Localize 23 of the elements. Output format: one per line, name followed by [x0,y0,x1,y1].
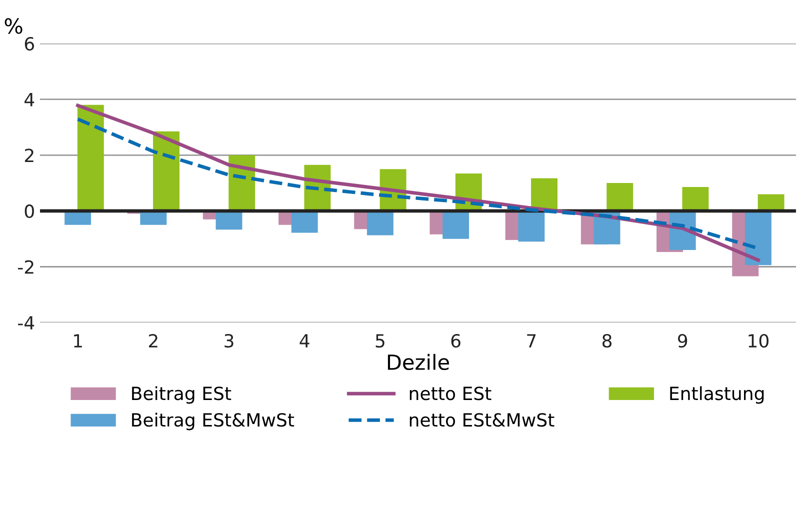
x-tick-label: 3 [224,334,234,348]
x-tick-label: 8 [602,334,612,348]
legend-label: netto ESt&MwSt [410,413,554,427]
x-axis-title: Dezile [388,354,449,370]
y-axis-title: % [4,18,22,34]
y-tick-label: -4 [18,316,34,330]
legend-label: Beitrag ESt [132,386,232,404]
x-tick-label: 10 [748,334,768,348]
x-tick-label: 5 [376,334,384,348]
x-tick-label: 1 [74,334,82,348]
x-tick-label: 2 [148,334,158,348]
y-tick-label: -2 [18,260,34,274]
y-tick-label: 4 [24,93,34,106]
legend-label: netto ESt [410,386,492,400]
x-tick-label: 4 [300,334,310,348]
x-tick-label: 7 [527,334,536,348]
x-tick-label: 6 [451,334,460,348]
y-tick-label: 0 [24,204,34,218]
legend-label: Beitrag ESt&MwSt [132,412,294,430]
x-tick-label: 9 [678,334,688,348]
y-tick-label: 6 [24,36,34,51]
legend-label: Entlastung [670,386,764,404]
y-tick-label: 2 [24,148,34,162]
